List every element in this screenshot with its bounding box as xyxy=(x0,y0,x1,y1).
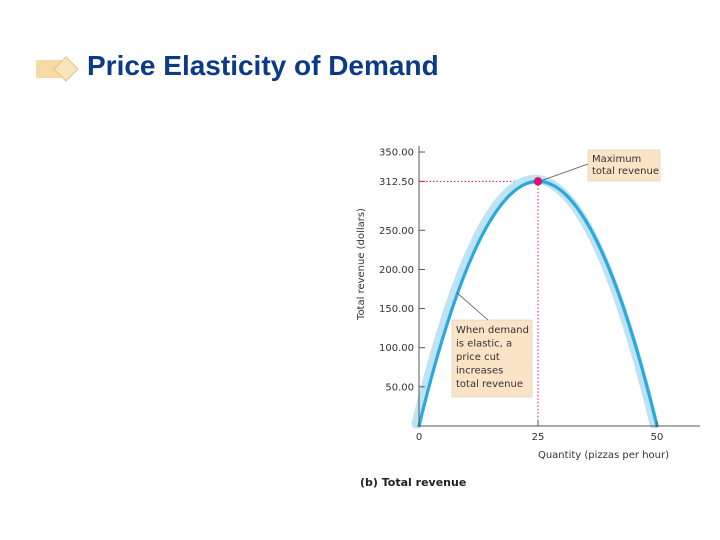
max-revenue-callout-box xyxy=(587,149,661,182)
y-tick-label: 250.00 xyxy=(379,226,414,237)
callout-line: Maximum xyxy=(592,154,641,165)
x-tick-label: 25 xyxy=(532,432,545,443)
y-tick-label: 100.00 xyxy=(379,343,414,354)
y-tick-label: 312.50 xyxy=(379,177,414,188)
total-revenue-chart: 50.00 100.00 150.00 200.00 250.00 312.50 350.0… xyxy=(356,146,700,489)
max-revenue-point xyxy=(533,177,543,186)
max-revenue-leader xyxy=(541,163,589,181)
x-axis-title: Quantity (pizzas per hour) xyxy=(538,450,669,461)
y-tick-label: 50.00 xyxy=(385,382,414,393)
elastic-callout-box xyxy=(451,319,533,398)
x-tick-label: 50 xyxy=(651,432,664,443)
callout-line: is elastic, a xyxy=(456,339,512,350)
title-bullet-icon xyxy=(36,56,79,82)
callout-line: total revenue xyxy=(456,379,523,390)
y-axis-title: Total revenue (dollars) xyxy=(356,208,367,321)
elastic-leader xyxy=(456,292,489,321)
bullet-diamond xyxy=(53,56,79,82)
y-tick-label: 150.00 xyxy=(379,304,414,315)
chart-caption: (b) Total revenue xyxy=(360,476,466,489)
callout-line: price cut xyxy=(456,352,500,363)
slide-title: Price Elasticity of Demand xyxy=(87,50,439,81)
callout-line: When demand xyxy=(456,325,529,336)
callout-line: increases xyxy=(456,366,503,377)
y-tick-label: 350.00 xyxy=(379,148,414,159)
y-tick-label: 200.00 xyxy=(379,265,414,276)
x-tick-label: 0 xyxy=(416,432,422,443)
callout-line: total revenue xyxy=(592,166,659,177)
